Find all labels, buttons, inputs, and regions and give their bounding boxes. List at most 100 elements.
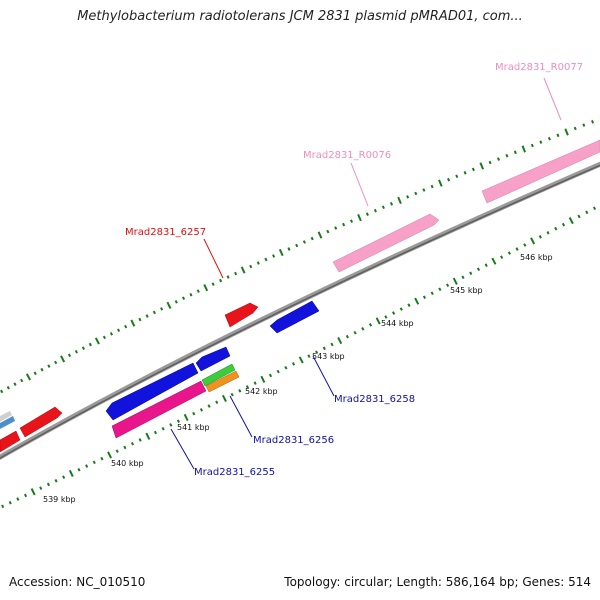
minor-tick bbox=[85, 464, 89, 468]
major-tick bbox=[491, 257, 497, 265]
minor-tick bbox=[515, 247, 519, 251]
minor-tick bbox=[253, 381, 257, 385]
minor-tick bbox=[13, 382, 17, 386]
minor-tick bbox=[211, 282, 215, 286]
minor-tick bbox=[138, 317, 142, 322]
minor-tick bbox=[488, 160, 492, 165]
minor-tick bbox=[302, 240, 306, 244]
tick-label-539: 539 kbp bbox=[43, 495, 76, 504]
gene-feature-Mrad2831_R0076[interactable] bbox=[332, 213, 440, 273]
minor-tick bbox=[373, 208, 377, 213]
minor-tick bbox=[334, 226, 338, 230]
minor-tick bbox=[322, 346, 326, 351]
minor-tick bbox=[226, 275, 230, 279]
gene-feature-grey-edge[interactable] bbox=[0, 411, 12, 422]
gene-label-Mrad2831_R0077[interactable]: Mrad2831_R0077 bbox=[495, 62, 583, 73]
minor-tick bbox=[54, 478, 58, 483]
minor-tick bbox=[88, 342, 92, 347]
minor-tick bbox=[81, 346, 85, 350]
minor-tick bbox=[123, 445, 127, 450]
minor-tick bbox=[353, 330, 357, 335]
map-title: Methylobacterium radiotolerans JCM 2831 … bbox=[77, 9, 523, 24]
minor-tick bbox=[124, 324, 128, 329]
minor-tick bbox=[100, 456, 104, 461]
minor-tick bbox=[276, 369, 280, 374]
minor-tick bbox=[430, 291, 434, 296]
minor-tick bbox=[284, 365, 288, 370]
minor-tick bbox=[505, 153, 509, 158]
major-tick bbox=[203, 284, 209, 292]
minor-tick bbox=[389, 202, 394, 206]
gene-label-Mrad2831_6256[interactable]: Mrad2831_6256 bbox=[253, 435, 334, 446]
minor-tick bbox=[307, 354, 311, 358]
minor-tick bbox=[345, 334, 349, 339]
minor-tick bbox=[291, 362, 296, 366]
minor-tick bbox=[54, 360, 58, 365]
minor-tick bbox=[161, 426, 165, 431]
gene-feature-Mrad2831_6256-orange[interactable] bbox=[205, 370, 240, 393]
gene-feature-steelblue-edge[interactable] bbox=[0, 416, 15, 429]
minor-tick bbox=[582, 123, 586, 127]
major-tick bbox=[25, 373, 31, 381]
genome-backbone bbox=[0, 161, 600, 461]
callout-lines bbox=[170, 77, 562, 470]
major-tick bbox=[94, 337, 100, 345]
minor-tick bbox=[500, 255, 504, 259]
minor-tick bbox=[422, 188, 426, 192]
gene-feature-blue-small[interactable] bbox=[195, 346, 231, 372]
minor-tick bbox=[463, 171, 467, 175]
gene-feature-blue-long[interactable] bbox=[105, 362, 199, 421]
major-tick bbox=[260, 375, 266, 383]
minor-tick bbox=[592, 206, 597, 211]
minor-tick bbox=[447, 177, 451, 182]
gene-feature-red-left[interactable] bbox=[19, 406, 63, 438]
major-tick bbox=[145, 432, 151, 440]
gene-feature-red-edge[interactable] bbox=[0, 430, 21, 453]
major-tick bbox=[166, 301, 172, 309]
accession-label: Accession: NC_010510 bbox=[9, 575, 146, 589]
major-tick bbox=[452, 277, 458, 285]
minor-tick bbox=[399, 307, 403, 311]
minor-tick bbox=[471, 167, 475, 172]
gene-feature-Mrad2831_6256-green[interactable] bbox=[201, 363, 236, 387]
minor-tick bbox=[176, 419, 180, 423]
gene-feature-Mrad2831_6255[interactable] bbox=[111, 380, 207, 439]
gene-feature-Mrad2831_R0077[interactable] bbox=[481, 139, 600, 204]
minor-tick bbox=[238, 389, 242, 393]
minor-tick bbox=[39, 486, 43, 490]
minor-tick bbox=[585, 210, 589, 215]
minor-tick bbox=[138, 438, 142, 442]
minor-tick bbox=[20, 378, 24, 383]
minor-tick bbox=[414, 191, 418, 196]
minor-tick bbox=[153, 430, 157, 435]
minor-tick bbox=[0, 389, 4, 394]
scale-labels: 539 kbp 540 kbp 541 kbp 542 kbp 543 kbp … bbox=[43, 253, 553, 504]
minor-tick bbox=[115, 449, 119, 453]
minor-tick bbox=[455, 174, 459, 179]
minor-tick bbox=[189, 292, 193, 297]
minor-tick bbox=[295, 243, 299, 248]
minor-tick bbox=[199, 408, 204, 412]
gene-label-Mrad2831_R0076[interactable]: Mrad2831_R0076 bbox=[303, 150, 391, 161]
minor-tick bbox=[219, 278, 223, 283]
minor-tick bbox=[234, 271, 238, 276]
minor-tick bbox=[287, 247, 291, 251]
gene-label-Mrad2831_6255[interactable]: Mrad2831_6255 bbox=[194, 467, 275, 478]
minor-tick bbox=[245, 385, 250, 389]
minor-tick bbox=[392, 311, 396, 315]
gene-feature-Mrad2831_6258[interactable] bbox=[269, 300, 320, 334]
minor-tick bbox=[539, 140, 543, 144]
minor-tick bbox=[109, 332, 114, 336]
major-tick bbox=[357, 214, 362, 222]
minor-tick bbox=[469, 271, 473, 276]
gene-label-Mrad2831_6258[interactable]: Mrad2831_6258 bbox=[334, 394, 415, 405]
tick-label-545: 545 kbp bbox=[450, 286, 483, 295]
minor-tick bbox=[381, 205, 385, 210]
gene-feature-Mrad2831_6257[interactable] bbox=[224, 302, 259, 328]
major-tick bbox=[414, 297, 420, 305]
minor-tick bbox=[484, 263, 488, 267]
gene-label-Mrad2831_6257[interactable]: Mrad2831_6257 bbox=[125, 227, 206, 238]
genome-backbone-shadow bbox=[0, 164, 600, 460]
minor-tick bbox=[546, 231, 550, 235]
